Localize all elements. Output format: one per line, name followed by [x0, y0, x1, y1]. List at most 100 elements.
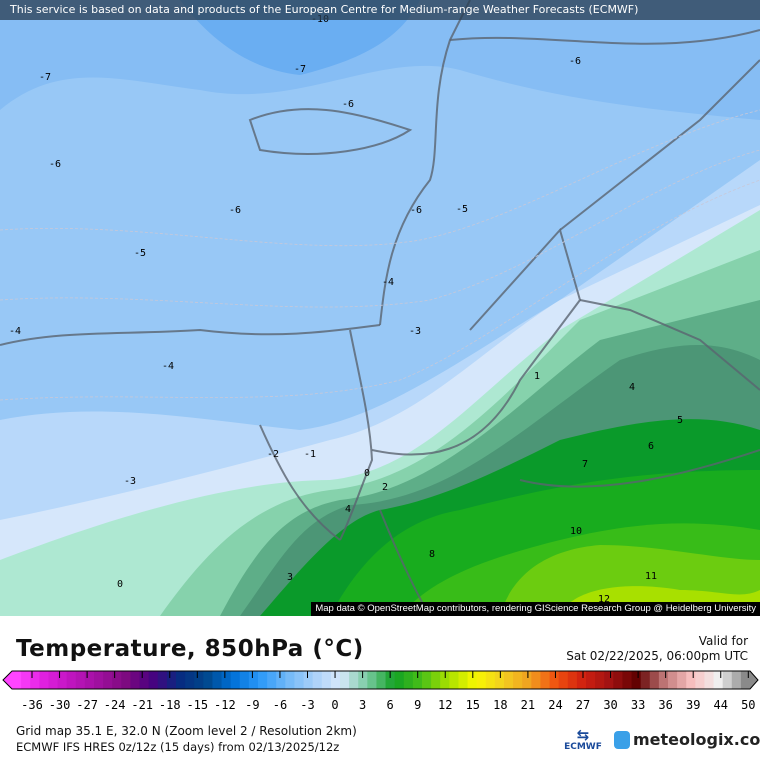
color-cell [57, 671, 68, 689]
color-cell [66, 671, 77, 689]
contour-label: 10 [570, 526, 582, 537]
color-cell [640, 671, 651, 689]
scale-label: 21 [521, 698, 535, 712]
contour-label: -5 [134, 248, 146, 259]
scale-label: 18 [493, 698, 507, 712]
color-cell [121, 671, 132, 689]
borders [0, 0, 760, 616]
legend-title: Temperature, 850hPa (°C) [16, 636, 364, 662]
contour-label: 11 [645, 571, 657, 582]
color-cell [267, 671, 277, 689]
scale-label: 12 [438, 698, 452, 712]
grid-info: Grid map 35.1 E, 32.0 N (Zoom level 2 / … [16, 724, 357, 738]
color-cell [595, 671, 605, 689]
contour-label: 6 [648, 441, 654, 452]
color-cell [522, 671, 532, 689]
contour-label: -3 [409, 326, 421, 337]
cold-layer [0, 0, 760, 120]
color-cell [467, 671, 478, 689]
color-cell [558, 671, 569, 689]
color-cell [30, 671, 40, 689]
color-cell [367, 671, 378, 689]
color-cell [422, 671, 432, 689]
color-cell [139, 671, 150, 689]
color-cell [586, 671, 596, 689]
contour-label: -3 [124, 476, 136, 487]
color-cell [376, 671, 387, 689]
color-cell [613, 671, 624, 689]
scale-label: 9 [414, 698, 421, 712]
color-cell [403, 671, 414, 689]
scale-label: 6 [387, 698, 394, 712]
color-cell [349, 671, 359, 689]
meteologix-logo[interactable]: meteologix.com [614, 730, 760, 749]
color-cell [431, 671, 441, 689]
color-cell [276, 671, 286, 689]
color-cell [194, 671, 204, 689]
contour-label: 12 [598, 594, 610, 605]
color-cell [166, 671, 177, 689]
color-cell [340, 671, 350, 689]
ecmwf-notice-banner: This service is based on data and produc… [0, 0, 760, 20]
scale-label: 36 [658, 698, 672, 712]
color-cell [303, 671, 314, 689]
contour-label: 5 [677, 415, 683, 426]
color-cell [604, 671, 614, 689]
color-cell [12, 671, 22, 689]
scale-label: -18 [159, 698, 181, 712]
color-cell [203, 671, 214, 689]
color-cell [668, 671, 678, 689]
color-cell [294, 671, 305, 689]
scale-label: 27 [576, 698, 590, 712]
isotherms [0, 109, 760, 401]
contour-label: -4 [9, 326, 21, 337]
color-cell [221, 671, 232, 689]
map-attribution: Map data © OpenStreetMap contributors, r… [311, 602, 760, 616]
color-cell [39, 671, 50, 689]
color-cell [212, 671, 223, 689]
scale-label: -36 [21, 698, 43, 712]
color-cell [540, 671, 551, 689]
meteologix-text: meteologix.com [633, 730, 760, 749]
ecmwf-logo[interactable]: ⇆ ECMWF [560, 728, 606, 753]
color-cell [248, 671, 259, 689]
color-cell [513, 671, 523, 689]
color-cell [549, 671, 560, 689]
min-arrow [3, 671, 12, 689]
scale-label: 44 [714, 698, 728, 712]
color-cell [649, 671, 660, 689]
color-cell [230, 671, 241, 689]
scale-label: 15 [466, 698, 480, 712]
scale-label: 30 [603, 698, 617, 712]
contour-label: -4 [382, 277, 394, 288]
color-cell [695, 671, 706, 689]
color-cell [321, 671, 332, 689]
contour-label: -6 [342, 99, 354, 110]
valid-for-label: Valid for [698, 634, 748, 648]
scale-label: -27 [76, 698, 98, 712]
scale-label: -21 [131, 698, 153, 712]
color-cell [494, 671, 505, 689]
scale-label: -24 [104, 698, 126, 712]
max-arrow [750, 671, 758, 689]
color-cell [112, 671, 122, 689]
contour-label: -7 [39, 72, 51, 83]
model-info: ECMWF IFS HRES 0z/12z (15 days) from 02/… [16, 740, 340, 754]
color-cell [148, 671, 159, 689]
color-cell [394, 671, 405, 689]
color-cell [84, 671, 95, 689]
contour-label: -2 [267, 449, 279, 460]
contour-label: -7 [294, 64, 306, 75]
contour-label: 1 [534, 371, 540, 382]
color-cell [412, 671, 423, 689]
valid-time: Sat 02/22/2025, 06:00pm UTC [566, 649, 748, 663]
contour-label: 2 [382, 482, 388, 493]
color-cell [103, 671, 113, 689]
temperature-map[interactable]: -10-7-7-6-6-6-6-6-5-5-4-4-4-3-2-1-302414… [0, 0, 760, 616]
contour-label: -5 [456, 204, 468, 215]
color-cell [622, 671, 633, 689]
color-cell [658, 671, 669, 689]
color-cell [485, 671, 496, 689]
contour-label: 7 [582, 459, 588, 470]
contour-label: -6 [569, 56, 581, 67]
